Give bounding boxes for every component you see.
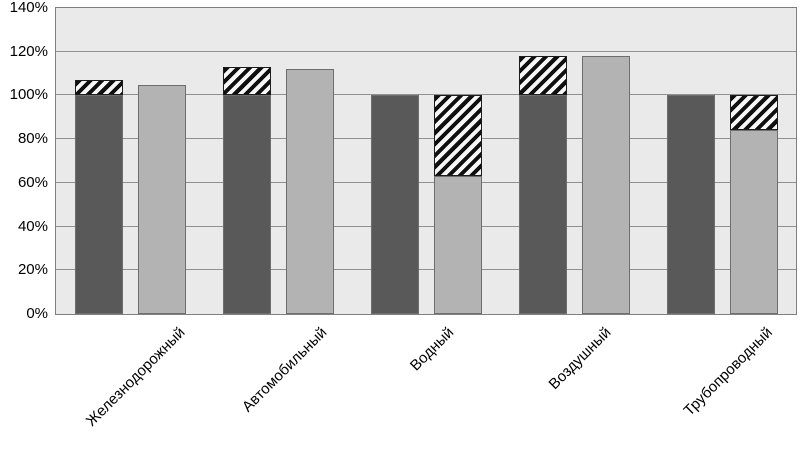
dark-series-bar-1 (74, 80, 123, 314)
light-series-bar-2 (285, 69, 334, 314)
solid-segment (433, 176, 482, 314)
bar-group-5 (666, 95, 778, 314)
hatch-segment (74, 80, 123, 96)
dark-series-bar-2 (222, 67, 271, 314)
hatch-segment (518, 56, 567, 96)
solid-segment (222, 95, 271, 314)
gridline-80 (56, 138, 796, 140)
gridline-120 (56, 50, 796, 52)
solid-segment (729, 130, 778, 314)
dark-series-bar-3 (370, 95, 419, 314)
bar-group-4 (518, 56, 630, 314)
gridline-20 (56, 269, 796, 271)
x-axis-category-label: Трубопроводный (680, 324, 776, 420)
hatch-segment (222, 67, 271, 96)
hatch-segment (729, 95, 778, 131)
bar-group-3 (370, 95, 482, 314)
dark-series-bar-4 (518, 56, 567, 314)
solid-segment (137, 84, 186, 314)
light-series-bar-1 (137, 84, 186, 314)
bars-layer (56, 8, 796, 314)
light-series-bar-5 (729, 95, 778, 314)
x-axis-category-label: Воздушный (545, 324, 615, 393)
x-axis-category-label: Водный (406, 324, 458, 375)
solid-segment (581, 56, 630, 314)
x-axis-category-label: Автомобильный (238, 324, 330, 416)
x-axis-category-label: Железнодорожный (82, 324, 189, 430)
gridline-60 (56, 181, 796, 183)
gridline-40 (56, 225, 796, 227)
plot-area (55, 7, 797, 315)
light-series-bar-3 (433, 95, 482, 314)
bar-group-1 (74, 80, 186, 314)
light-series-bar-4 (581, 56, 630, 314)
solid-segment (666, 95, 715, 314)
hatch-segment (433, 95, 482, 177)
solid-segment (518, 95, 567, 314)
solid-segment (74, 95, 123, 314)
solid-segment (285, 69, 334, 314)
dark-series-bar-5 (666, 95, 715, 314)
bar-group-2 (222, 67, 334, 314)
gridline-100 (56, 94, 796, 96)
solid-segment (370, 95, 419, 314)
